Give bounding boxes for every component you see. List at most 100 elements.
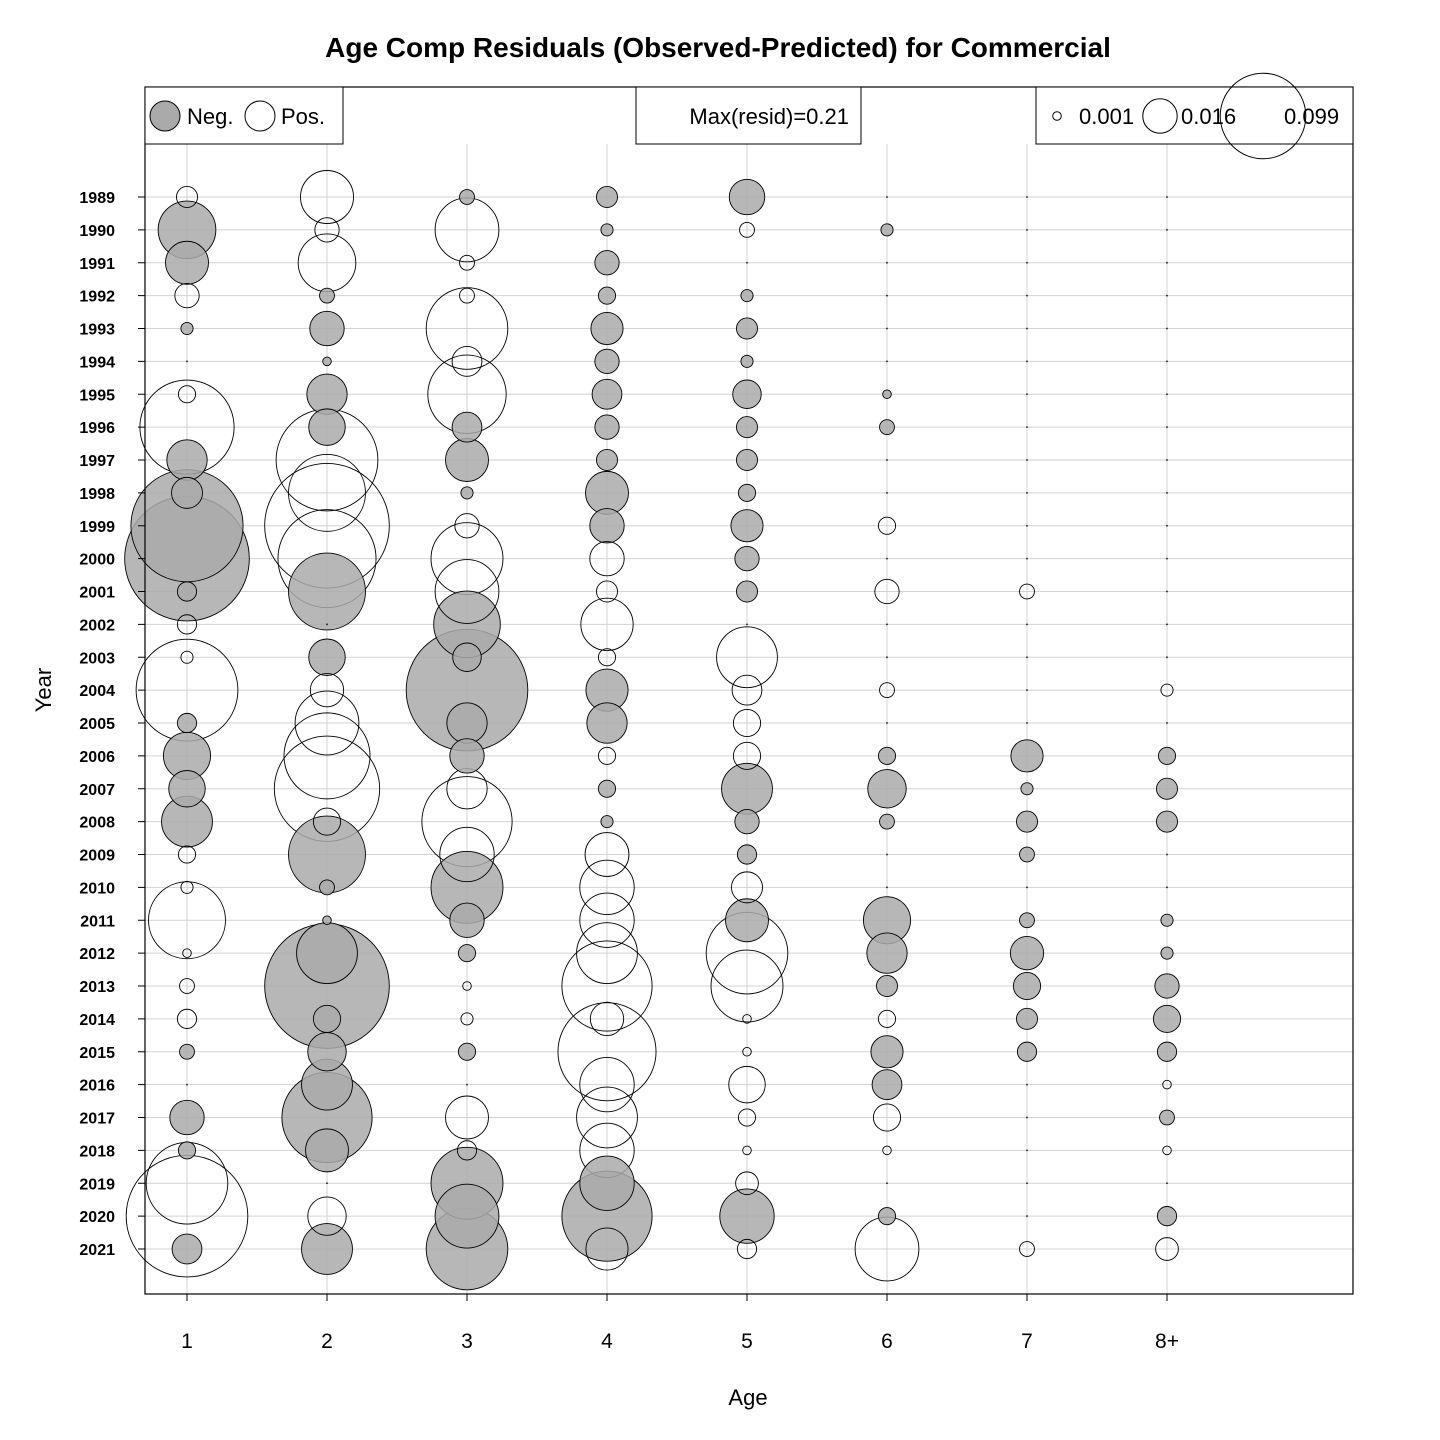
y-tick-label: 2014 [79,1012,115,1029]
residual-bubble [579,892,635,948]
residual-bubble [736,317,758,340]
y-tick-label: 1999 [79,519,115,536]
residual-bubble [880,223,894,237]
residual-bubble [1016,810,1038,833]
residual-bubble [1156,1206,1178,1227]
residual-bubble [736,844,758,865]
legend-max-box [635,86,862,145]
x-tick-label: 7 [1021,1330,1033,1353]
residual-bubble [734,546,760,572]
residual-bubble [1020,782,1034,796]
y-tick-label: 1997 [79,453,115,470]
residual-bubble [596,186,618,208]
residual-bubble [1026,623,1028,626]
residual-bubble [590,311,624,346]
residual-bubble [296,922,358,984]
y-tick-label: 1995 [79,387,115,404]
residual-bubble [1026,393,1028,396]
y-axis-title: Year [31,668,56,712]
y-tick-label: 2015 [79,1045,115,1062]
residual-bubble [459,189,475,205]
residual-bubble [736,1238,758,1260]
y-tick-label: 2010 [79,880,115,897]
legend-positive-swatch [244,100,276,132]
residual-bubble [732,741,762,770]
y-tick-label: 1993 [79,322,115,339]
residual-bubble [297,233,357,293]
residual-bubble [579,1056,635,1113]
residual-bubble [176,614,198,635]
residual-bubble [589,508,625,544]
residual-bubble [1160,946,1174,960]
legend-size-swatch-small [1052,111,1062,121]
residual-bubble [445,1095,489,1140]
residual-bubble [1016,1041,1038,1062]
residual-bubble [600,815,614,829]
residual-bubble [866,932,908,974]
residual-bubble [732,708,762,738]
residual-bubble [874,578,900,605]
y-tick-label: 1989 [79,190,115,207]
residual-bubble [886,623,888,626]
residual-bubble [1166,360,1168,363]
residual-bubble [597,779,617,798]
residual-bubble [740,289,754,303]
residual-bubble [746,623,748,626]
residual-bubble [306,373,348,415]
residual-bubble [1166,393,1168,396]
residual-bubble [1012,971,1042,1001]
residual-bubble [1156,810,1178,833]
residual-bubble [1160,913,1174,927]
residual-bubble [1155,1237,1179,1261]
residual-bubble [589,1001,625,1036]
residual-bubble [591,378,623,410]
residual-bubble [301,1223,353,1275]
residual-bubble [1019,583,1035,600]
residual-bubble [434,559,500,624]
y-tick-label: 2019 [79,1176,115,1193]
legend-size-swatch-large [1219,72,1307,160]
residual-bubble [434,197,500,263]
y-tick-labels: 1989 1990 1991 1992 1993 1994 1995 1996 1997 1998… [79,190,145,1259]
residual-bubble [867,769,907,809]
residual-bubble [1009,936,1045,971]
residual-bubble [594,250,620,276]
residual-bubble [886,261,888,264]
legend-size-box [1035,86,1354,145]
residual-bubble [176,712,198,734]
residual-bubble [721,762,773,815]
residual-bubble [597,746,617,765]
residual-bubble [1166,459,1168,461]
residual-bubble [579,859,635,916]
residual-bubble [1019,912,1035,929]
y-tick-label: 1991 [79,256,115,273]
residual-bubble [1162,1145,1172,1156]
y-tick-label: 1996 [79,420,115,437]
legend-positive-label: Pos. [281,104,325,129]
y-tick-label: 2007 [79,782,115,799]
residual-bubble [1026,656,1028,659]
residual-bubble [877,516,897,535]
residual-bubble [459,254,475,271]
residual-bubble [171,476,203,509]
residual-bubble [326,1182,328,1185]
residual-bubble [1166,426,1168,429]
residual-bubble [584,832,630,877]
residual-bubble [728,1065,766,1104]
residual-bubble [1162,1079,1172,1090]
residual-bubble [1152,1004,1182,1033]
residual-bubble [736,580,758,603]
residual-bubble [1026,689,1028,692]
residual-bubble [561,940,653,1032]
residual-bubble [1166,524,1168,527]
residual-bubble [594,348,620,374]
residual-bubble [1026,1149,1028,1152]
residual-bubble [182,948,192,958]
residual-bubble [1166,327,1168,330]
residual-bubble [445,438,489,482]
residual-bubble [1026,491,1028,494]
residual-bubble [1016,1007,1038,1030]
residual-bubble [319,879,335,896]
residual-bubble [307,1032,347,1072]
y-tick-label: 2020 [79,1209,115,1226]
